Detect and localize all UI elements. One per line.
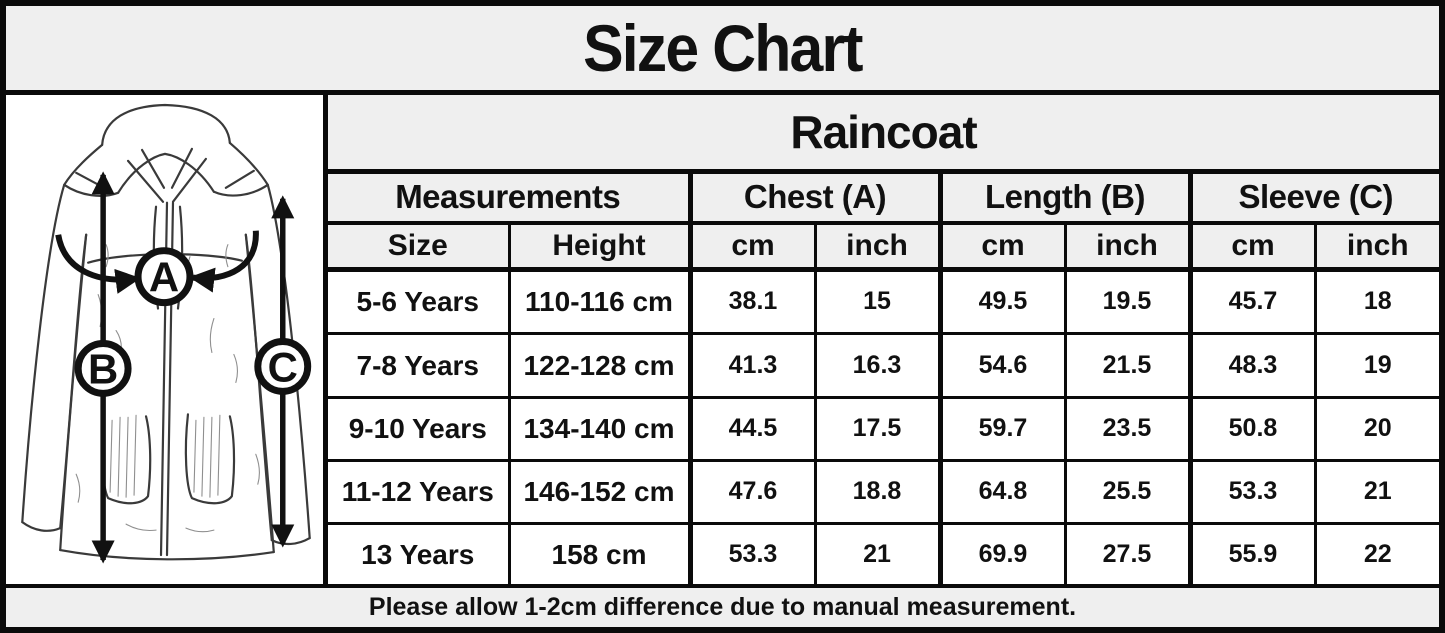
cell-sleeve-cm: 45.7 (1187, 267, 1317, 336)
footer-note-bar: Please allow 1-2cm difference due to man… (6, 584, 1439, 627)
cell-sleeve-inch: 19 (1313, 332, 1440, 399)
group-header-row: Measurements Chest (A) Length (B) Sleeve… (328, 169, 1440, 225)
cell-chest-inch: 17.5 (813, 395, 942, 462)
cell-length-inch: 21.5 (1063, 332, 1192, 399)
cell-sleeve-inch: 18 (1313, 267, 1440, 336)
cell-sleeve-cm: 48.3 (1187, 332, 1317, 399)
sub-header-row: Size Height cm inch cm inch cm inch (328, 221, 1440, 272)
cell-size: 5-6 Years (328, 267, 511, 336)
cell-chest-inch: 21 (813, 522, 942, 584)
size-table: Raincoat Measurements Chest (A) Length (… (328, 95, 1440, 584)
raincoat-outline (21, 103, 311, 561)
cell-sleeve-cm: 53.3 (1187, 458, 1317, 526)
measurement-disclaimer: Please allow 1-2cm difference due to man… (368, 593, 1077, 621)
cell-length-cm: 69.9 (937, 522, 1067, 584)
cell-length-cm: 54.6 (937, 332, 1067, 399)
chest-arrow-right (189, 230, 259, 293)
measurement-annotations: A B C (55, 171, 312, 564)
sub-header-sleeve-inch: inch (1313, 221, 1440, 272)
sub-header-sleeve-cm: cm (1187, 221, 1317, 272)
cell-height: 158 cm (507, 522, 692, 584)
cell-chest-cm: 44.5 (687, 395, 817, 462)
cell-size: 7-8 Years (328, 332, 511, 399)
raincoat-illustration-panel: A B C (6, 95, 328, 584)
cell-sleeve-inch: 20 (1313, 395, 1440, 462)
group-header-sleeve: Sleeve (C) (1187, 169, 1440, 225)
cell-height: 134-140 cm (507, 395, 692, 462)
cell-chest-cm: 53.3 (687, 522, 817, 584)
title-bar: Size Chart (6, 6, 1439, 95)
cell-length-inch: 25.5 (1063, 458, 1192, 526)
page-title: Size Chart (583, 11, 863, 85)
sub-header-height: Height (507, 221, 692, 272)
sub-header-length-cm: cm (937, 221, 1067, 272)
table-row: 7-8 Years 122-128 cm 41.3 16.3 54.6 21.5… (328, 332, 1440, 399)
sub-header-length-inch: inch (1063, 221, 1192, 272)
group-header-chest: Chest (A) (687, 169, 942, 225)
cell-length-cm: 64.8 (937, 458, 1067, 526)
cell-length-inch: 19.5 (1063, 267, 1192, 336)
table-row: 11-12 Years 146-152 cm 47.6 18.8 64.8 25… (328, 458, 1440, 526)
cell-sleeve-inch: 22 (1313, 522, 1440, 584)
content-area: A B C Raincoat (6, 95, 1440, 584)
chest-label: A (149, 254, 179, 301)
sub-header-chest-cm: cm (687, 221, 817, 272)
cell-sleeve-cm: 55.9 (1187, 522, 1317, 584)
cell-chest-cm: 38.1 (687, 267, 817, 336)
cell-height: 146-152 cm (507, 458, 692, 526)
cell-chest-inch: 16.3 (813, 332, 942, 399)
raincoat-drawing: A B C (21, 103, 312, 564)
cell-length-inch: 27.5 (1063, 522, 1192, 584)
product-header-row: Raincoat (328, 95, 1440, 174)
chest-arrow-left (55, 234, 141, 294)
cell-height: 110-116 cm (507, 267, 692, 336)
cell-size: 11-12 Years (328, 458, 511, 526)
cell-sleeve-inch: 21 (1313, 458, 1440, 526)
cell-length-cm: 59.7 (937, 395, 1067, 462)
table-row: 9-10 Years 134-140 cm 44.5 17.5 59.7 23.… (328, 395, 1440, 462)
group-header-measurements: Measurements (328, 169, 692, 225)
table-row: 5-6 Years 110-116 cm 38.1 15 49.5 19.5 4… (328, 267, 1440, 336)
cell-chest-cm: 41.3 (687, 332, 817, 399)
cell-chest-inch: 18.8 (813, 458, 942, 526)
sleeve-marker-circle (254, 338, 312, 395)
size-table-wrap: Raincoat Measurements Chest (A) Length (… (328, 95, 1440, 584)
cell-chest-inch: 15 (813, 267, 942, 336)
cell-chest-cm: 47.6 (687, 458, 817, 526)
product-name: Raincoat (328, 95, 1440, 174)
cell-size: 9-10 Years (328, 395, 511, 462)
length-label: B (88, 345, 118, 392)
cell-length-cm: 49.5 (937, 267, 1067, 336)
table-row: 13 Years 158 cm 53.3 21 69.9 27.5 55.9 2… (328, 522, 1440, 584)
sleeve-label: C (268, 343, 298, 390)
cell-size: 13 Years (328, 522, 511, 584)
sub-header-size: Size (328, 221, 511, 272)
cell-height: 122-128 cm (507, 332, 692, 399)
group-header-length: Length (B) (937, 169, 1192, 225)
chest-marker-circle (134, 247, 194, 307)
length-marker-circle (74, 339, 132, 397)
cell-sleeve-cm: 50.8 (1187, 395, 1317, 462)
sub-header-chest-inch: inch (813, 221, 942, 272)
cell-length-inch: 23.5 (1063, 395, 1192, 462)
